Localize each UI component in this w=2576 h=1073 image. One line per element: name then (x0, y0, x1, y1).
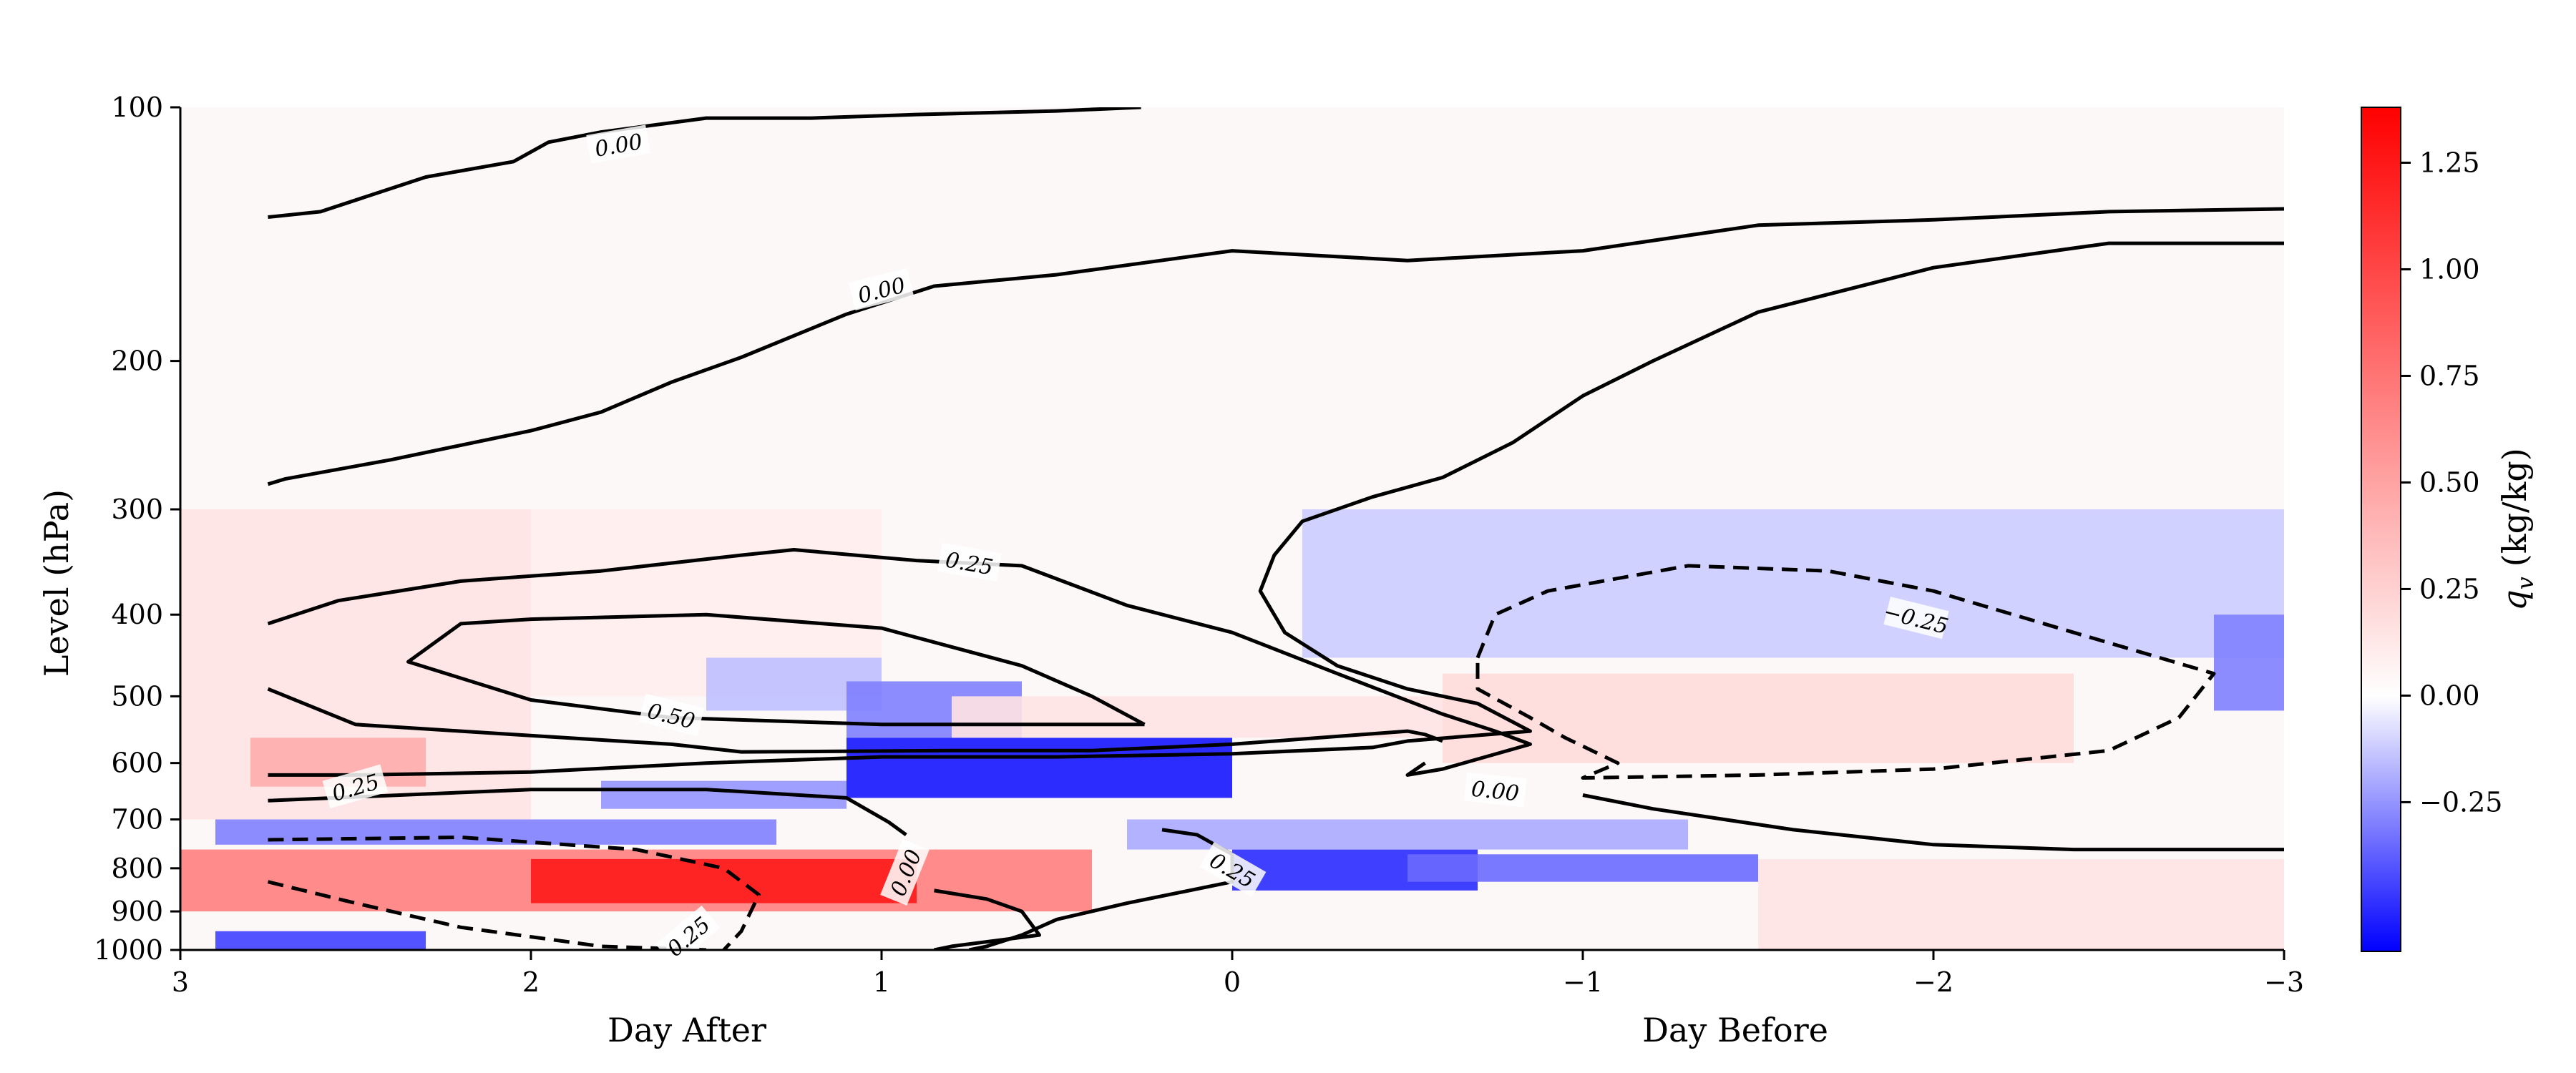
x-tick-label: 3 (172, 966, 189, 998)
x-axis-label-right: Day Before (1642, 1011, 1828, 1049)
contour-label-background (1199, 841, 1267, 897)
x-tick-label: 1 (873, 966, 890, 998)
y-tick-label: 300 (111, 494, 163, 525)
contour-line (267, 687, 1443, 754)
heatmap-cell (1758, 858, 2284, 950)
y-tick-label: 1000 (94, 934, 163, 966)
colorbar-tick-label: 0.75 (2419, 360, 2480, 391)
y-tick-label: 500 (111, 680, 163, 712)
x-tick-label: −2 (1913, 966, 1953, 998)
y-tick-label: 400 (111, 599, 163, 630)
colorbar-tick-label: 1.25 (2419, 147, 2480, 178)
x-tick-label: 2 (522, 966, 540, 998)
contour-line (406, 612, 1146, 727)
x-tick-label: 0 (1224, 966, 1241, 998)
contour-layer (267, 107, 2284, 950)
heatmap-cell (215, 931, 426, 950)
y-tick-label: 600 (111, 748, 163, 779)
contour-label-background (937, 543, 1002, 582)
heatmap-cell (531, 858, 917, 903)
contour-label-background (848, 268, 914, 310)
heatmap-cell (1302, 509, 2284, 658)
contour-line (933, 888, 1041, 950)
contour-line (1475, 564, 2216, 780)
heatmap-cell (2214, 614, 2284, 711)
contour-label-background (1883, 597, 1949, 640)
colorbar-tick-label: −0.25 (2419, 786, 2502, 818)
contour-line (268, 836, 761, 950)
x-axis-label-left: Day After (608, 1011, 766, 1049)
contour-line (268, 788, 907, 837)
colorbar (2361, 107, 2401, 952)
contour-label-background (1463, 772, 1527, 808)
y-tick-label: 900 (111, 896, 163, 927)
heatmap-cell (952, 696, 1443, 738)
contour-line (968, 828, 1234, 950)
y-axis-ticks: 100 200 300 400 500 600 700 800 900 1000 (94, 92, 180, 966)
contour-line (267, 207, 2284, 486)
colorbar-tick-label: 0.50 (2419, 466, 2480, 498)
y-axis-label: Level (hPa) (37, 489, 76, 677)
heatmap-cell (1127, 819, 1688, 850)
contour-label-background (586, 124, 650, 164)
x-tick-label: −3 (2264, 966, 2304, 998)
y-tick-label: 100 (111, 92, 163, 123)
heatmap-cell (1407, 854, 1758, 882)
contour-line (267, 548, 1532, 777)
contour-line (268, 107, 1141, 219)
contour-label-background (880, 839, 930, 906)
x-axis-ticks: 3 2 1 0 −1 −2 −3 (172, 950, 2304, 998)
contour-label-background (322, 764, 389, 809)
y-tick-label: 800 (111, 853, 163, 884)
colorbar-tick-label: 1.00 (2419, 253, 2480, 285)
contour-label-background (638, 693, 705, 736)
colorbar-tick-label: 0.25 (2419, 573, 2480, 604)
colorbar-ticks: 1.25 1.00 0.75 0.50 0.25 0.00 −0.25 (2401, 147, 2502, 818)
heatmap-layer (180, 509, 2284, 950)
heatmap-cell (1443, 673, 2074, 763)
contour-line (267, 880, 707, 950)
x-tick-label: −1 (1563, 966, 1603, 998)
contour-line (1582, 793, 2284, 852)
y-tick-label: 700 (111, 804, 163, 836)
contour-label-layer: 0.000.000.250.500.250.00 0.250.00−0.250.2… (322, 124, 1951, 966)
colorbar-tick-label: 0.00 (2419, 680, 2480, 711)
colorbar-label: qv(kg/kg) (2495, 448, 2539, 611)
contour-label: 0.00 (1470, 777, 1520, 807)
y-tick-label: 200 (111, 346, 163, 377)
contour-line (268, 241, 2284, 777)
